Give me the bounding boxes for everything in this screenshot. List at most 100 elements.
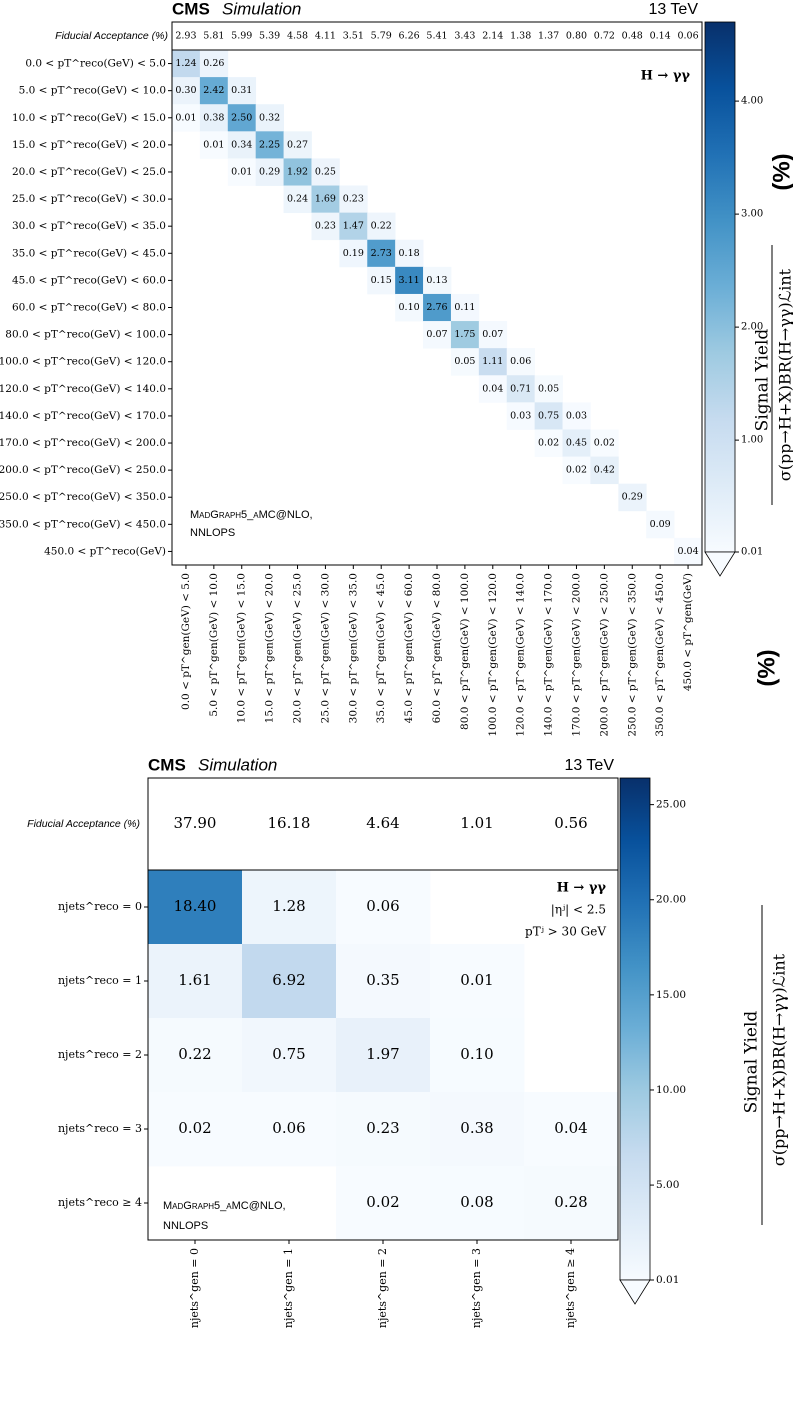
y-tick-label: 25.0 < pT^reco(GeV) < 30.0 bbox=[12, 193, 166, 205]
acceptance-value: 16.18 bbox=[268, 814, 311, 832]
heatmap-cell bbox=[255, 131, 284, 159]
cell-value: 1.28 bbox=[272, 897, 305, 915]
cell-value: 0.10 bbox=[399, 302, 420, 313]
heatmap-cell bbox=[478, 375, 508, 403]
cell-value: 1.97 bbox=[366, 1045, 399, 1063]
heatmap-cell bbox=[242, 870, 337, 945]
annotation: pTʲ > 30 GeV bbox=[525, 925, 606, 939]
generator-label: MadGraph5_aMC@NLO, bbox=[190, 509, 313, 521]
y-tick-label: 30.0 < pT^reco(GeV) < 35.0 bbox=[12, 220, 166, 232]
cell-value: 0.07 bbox=[482, 329, 503, 340]
cell-value: 0.25 bbox=[315, 166, 336, 177]
cell-value: 0.10 bbox=[460, 1045, 493, 1063]
cell-value: 2.25 bbox=[259, 139, 280, 150]
x-tick-label: 0.0 < pT^gen(GeV) < 5.0 bbox=[180, 573, 192, 710]
acceptance-value: 37.90 bbox=[174, 814, 217, 832]
cell-value: 0.07 bbox=[426, 329, 447, 340]
heatmap-cell bbox=[227, 131, 257, 159]
x-tick-label: 60.0 < pT^gen(GeV) < 80.0 bbox=[431, 573, 443, 723]
generator-label: NNLOPS bbox=[190, 527, 235, 539]
cell-value: 0.04 bbox=[554, 1119, 587, 1137]
heatmap-cell bbox=[423, 321, 452, 349]
acceptance-value: 0.80 bbox=[566, 31, 587, 42]
cell-value: 0.02 bbox=[538, 438, 559, 449]
cell-value: 0.71 bbox=[510, 383, 531, 394]
heatmap-cell bbox=[339, 212, 368, 241]
cell-value: 0.75 bbox=[538, 410, 559, 421]
acceptance-value: 0.56 bbox=[554, 814, 587, 832]
y-tick-label: njets^reco = 0 bbox=[58, 900, 142, 913]
heatmap-cell bbox=[148, 944, 243, 1019]
heatmap-cell bbox=[336, 870, 431, 945]
heatmap-cell bbox=[227, 104, 257, 132]
cell-value: 0.45 bbox=[566, 438, 587, 449]
heatmap-cell bbox=[339, 185, 368, 214]
heatmap-cell bbox=[255, 104, 284, 132]
cell-value: 0.05 bbox=[538, 383, 559, 394]
y-tick-label: 20.0 < pT^reco(GeV) < 25.0 bbox=[12, 166, 166, 178]
heatmap-cell bbox=[242, 1092, 337, 1167]
y-tick-label: 5.0 < pT^reco(GeV) < 10.0 bbox=[19, 85, 166, 97]
heatmap-cell bbox=[534, 375, 563, 403]
cell-value: 0.22 bbox=[178, 1045, 211, 1063]
x-tick-label: 450.0 < pT^gen(GeV) bbox=[682, 573, 694, 691]
heatmap-cell bbox=[395, 266, 424, 295]
colorbar-tick-label: 25.00 bbox=[656, 799, 686, 811]
colorbar-tick-label: 0.01 bbox=[741, 547, 763, 558]
cell-value: 0.42 bbox=[594, 465, 615, 476]
cell-value: 0.24 bbox=[287, 194, 308, 205]
heatmap-cell bbox=[311, 158, 340, 186]
colorbar-tick-label: 4.00 bbox=[741, 96, 763, 107]
heatmap-cell bbox=[506, 348, 536, 376]
heatmap-cell bbox=[524, 1166, 619, 1241]
cell-value: 0.23 bbox=[343, 194, 364, 205]
y-tick-label: njets^reco = 2 bbox=[58, 1048, 142, 1061]
cell-value: 0.03 bbox=[566, 410, 587, 421]
acceptance-value: 2.93 bbox=[175, 31, 196, 42]
subtitle: Simulation bbox=[222, 0, 301, 18]
colorbar-tick-label: 10.00 bbox=[656, 1084, 686, 1096]
cell-value: 0.32 bbox=[259, 112, 280, 123]
heatmap-cell bbox=[534, 429, 563, 457]
cell-value: 0.18 bbox=[399, 248, 420, 259]
cell-value: 0.06 bbox=[510, 356, 531, 367]
heatmap-cell bbox=[590, 456, 619, 485]
cell-value: 0.02 bbox=[566, 465, 587, 476]
acceptance-value: 4.64 bbox=[366, 814, 399, 832]
x-tick-label: 5.0 < pT^gen(GeV) < 10.0 bbox=[208, 573, 220, 717]
x-tick-label: 200.0 < pT^gen(GeV) < 250.0 bbox=[598, 573, 610, 737]
cell-value: 0.15 bbox=[371, 275, 392, 286]
colorbar-tick-label: 2.00 bbox=[741, 322, 763, 333]
cell-value: 2.76 bbox=[426, 302, 447, 313]
cell-value: 0.03 bbox=[510, 410, 531, 421]
y-tick-label: 35.0 < pT^reco(GeV) < 45.0 bbox=[12, 247, 166, 259]
cell-value: 0.38 bbox=[203, 112, 224, 123]
heatmap-cell bbox=[450, 348, 480, 376]
cell-value: 1.24 bbox=[175, 58, 196, 69]
cell-value: 0.06 bbox=[272, 1119, 305, 1137]
x-tick-label: 10.0 < pT^gen(GeV) < 15.0 bbox=[236, 573, 248, 723]
cell-value: 0.31 bbox=[231, 85, 252, 96]
cell-value: 6.92 bbox=[272, 971, 305, 989]
cell-value: 0.23 bbox=[366, 1119, 399, 1137]
energy: 13 TeV bbox=[648, 1, 698, 18]
x-tick-label: njets^gen = 1 bbox=[282, 1248, 295, 1328]
annotation: |ηʲ| < 2.5 bbox=[551, 903, 606, 917]
heatmap-cell bbox=[283, 158, 312, 186]
acceptance-label: Fiducial Acceptance (%) bbox=[27, 818, 140, 830]
heatmap-cell bbox=[430, 1166, 525, 1241]
x-tick-label: njets^gen = 0 bbox=[188, 1248, 201, 1328]
heatmap-cell bbox=[172, 50, 201, 78]
cell-value: 0.05 bbox=[454, 356, 475, 367]
y-tick-label: 350.0 < pT^reco(GeV) < 450.0 bbox=[0, 518, 166, 530]
y-tick-label: 100.0 < pT^reco(GeV) < 120.0 bbox=[0, 356, 166, 368]
colorbar bbox=[704, 21, 736, 553]
x-tick-label: njets^gen = 2 bbox=[376, 1248, 389, 1328]
cell-value: 0.02 bbox=[178, 1119, 211, 1137]
y-tick-label: 45.0 < pT^reco(GeV) < 60.0 bbox=[12, 274, 166, 286]
heatmap-cell bbox=[172, 104, 201, 132]
annotation: H → γγ bbox=[641, 69, 691, 84]
y-tick-label: 120.0 < pT^reco(GeV) < 140.0 bbox=[0, 383, 166, 395]
